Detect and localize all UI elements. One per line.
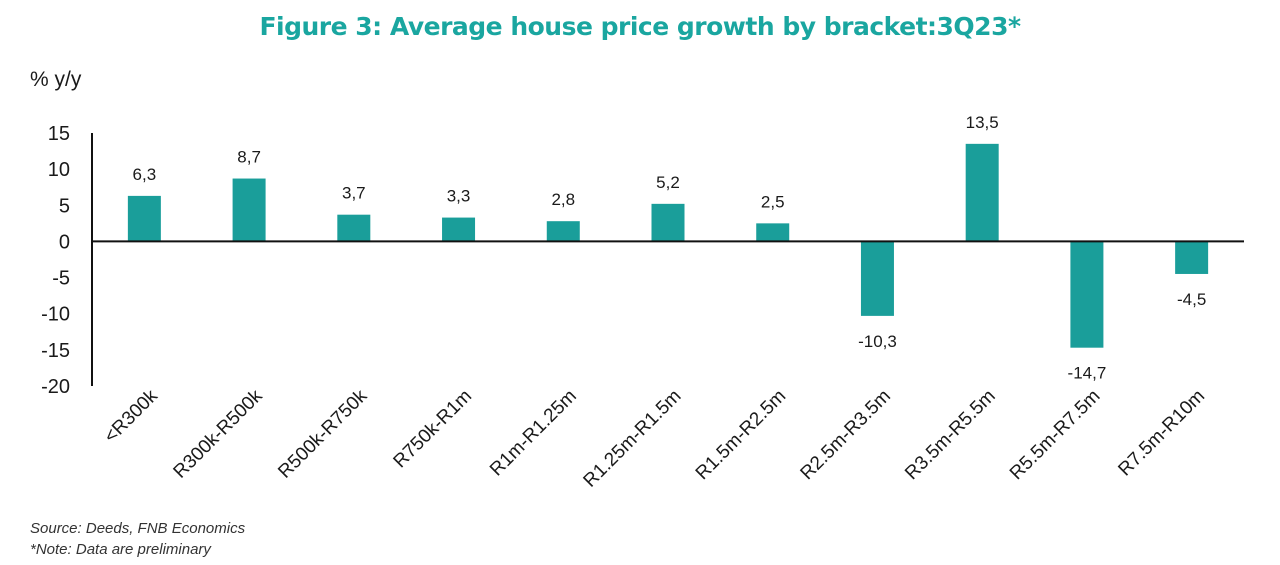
bars	[127, 143, 1209, 348]
data-label: 13,5	[966, 113, 999, 132]
x-tick-label: R7.5m-R10m	[1114, 386, 1209, 481]
data-label: 6,3	[133, 165, 157, 184]
y-tick-label: -20	[41, 376, 70, 398]
data-label: -14,7	[1068, 364, 1107, 383]
chart-title: Figure 3: Average house price growth by …	[259, 12, 1021, 41]
source-text: Source: Deeds, FNB Economics	[30, 520, 246, 537]
bar	[442, 217, 476, 242]
y-tick-label: 15	[48, 123, 70, 145]
data-label: 2,8	[551, 190, 575, 209]
x-tick-label: R5.5m-R7.5m	[1006, 386, 1104, 484]
data-label: 3,3	[447, 187, 471, 206]
bar	[1070, 241, 1104, 348]
value-labels: 6,3 8,7 3,7 3,3 2,8 5,2 2,5 -10,3 13,5 -14,7 -4,5	[133, 113, 1207, 383]
x-axis-ticks: <R300k R300k-R500k R500k-R750k R750k-R1m R1m…	[100, 385, 1209, 491]
x-tick-label: R750k-R1m	[390, 386, 477, 473]
bar	[651, 203, 685, 242]
x-tick-label: R3.5m-R5.5m	[901, 386, 999, 484]
data-label: 2,5	[761, 192, 785, 211]
x-tick-label: R2.5m-R3.5m	[797, 386, 895, 484]
y-tick-label: -15	[41, 340, 70, 362]
y-axis-ticks: 15 10 5 0 -5 -10 -15 -20	[41, 123, 70, 398]
bar	[1175, 241, 1209, 274]
bar	[546, 221, 580, 242]
data-label: -4,5	[1177, 290, 1206, 309]
axes	[91, 133, 1244, 386]
data-label: -10,3	[858, 332, 897, 351]
note-text: *Note: Data are preliminary	[30, 541, 211, 558]
y-tick-label: 5	[59, 195, 70, 217]
y-tick-label: 10	[48, 159, 70, 181]
bar	[127, 195, 161, 242]
x-tick-label: R1m-R1.25m	[486, 386, 581, 481]
bar	[965, 143, 999, 242]
x-tick-label: R300k-R500k	[170, 385, 267, 482]
x-tick-label: R500k-R750k	[274, 385, 371, 482]
x-tick-label: R1.5m-R2.5m	[692, 386, 790, 484]
bar	[232, 178, 266, 242]
data-label: 8,7	[237, 148, 261, 167]
x-tick-label: <R300k	[100, 385, 162, 447]
y-tick-label: 0	[59, 231, 70, 253]
y-tick-label: -10	[41, 304, 70, 326]
x-tick-label: R1.25m-R1.5m	[580, 386, 686, 492]
data-label: 3,7	[342, 184, 366, 203]
bar	[756, 223, 790, 242]
data-label: 5,2	[656, 173, 680, 192]
bar	[860, 241, 894, 316]
y-axis-label: % y/y	[30, 68, 82, 91]
bar	[337, 214, 371, 242]
y-tick-label: -5	[52, 268, 70, 290]
